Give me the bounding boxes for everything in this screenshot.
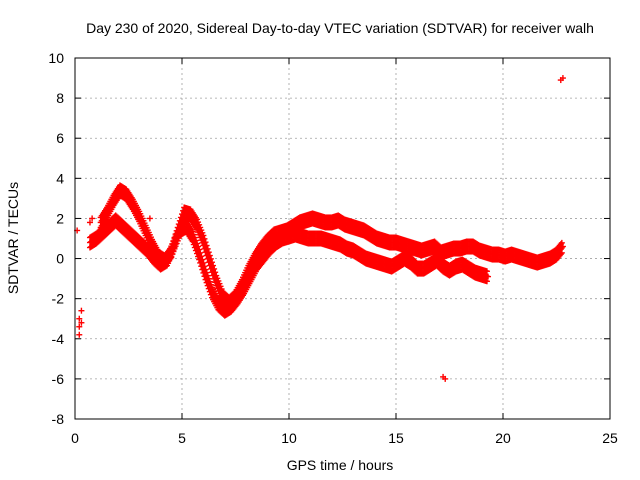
data-point-lower-branch <box>207 281 214 288</box>
y-tick-label: -4 <box>52 331 65 347</box>
data-point-outliers <box>146 215 153 222</box>
data-point-upper-branch <box>179 221 185 228</box>
x-tick-label: 15 <box>388 430 404 446</box>
data-point-lower-branch <box>200 259 207 266</box>
data-point-lower-branch <box>189 228 196 235</box>
y-tick-label: 2 <box>56 210 64 226</box>
data-point-lower-branch <box>192 237 199 244</box>
x-tick-label: 20 <box>495 430 511 446</box>
y-tick-label: -2 <box>52 291 65 307</box>
data-point-lower-branch <box>190 231 197 238</box>
data-point-upper-branch <box>171 244 178 251</box>
data-point-upper-branch <box>168 254 175 261</box>
y-tick-label: -6 <box>52 371 65 387</box>
data-point-upper-branch <box>174 234 181 241</box>
data-point-upper-branch <box>200 232 207 239</box>
data-point-upper-branch <box>173 237 180 244</box>
x-axis-label: GPS time / hours <box>287 457 394 473</box>
data-point-upper-branch <box>204 245 211 252</box>
y-tick-label: 10 <box>48 50 64 66</box>
data-point-upper-branch <box>176 227 183 234</box>
y-tick-label: -8 <box>52 411 65 427</box>
data-point-upper-branch <box>202 239 209 246</box>
data-point-lower-branch <box>195 243 202 250</box>
data-point-upper-branch <box>177 224 184 231</box>
x-tick-label: 5 <box>178 430 186 446</box>
data-point-upper-branch <box>201 235 208 242</box>
y-tick-label: 0 <box>56 251 64 267</box>
data-point-upper-branch <box>172 241 179 248</box>
data-point-lower-branch <box>202 266 209 273</box>
y-axis-label: SDTVAR / TECUs <box>5 182 21 294</box>
data-point-upper-branch <box>170 247 177 254</box>
x-tick-label: 0 <box>71 430 79 446</box>
chart-title: Day 230 of 2020, Sidereal Day-to-day VTE… <box>86 20 594 36</box>
data-point-upper-branch <box>203 242 210 249</box>
data-point-lower-branch <box>205 275 212 282</box>
data-point-lower-branch <box>483 278 490 285</box>
y-tick-label: 4 <box>56 170 64 186</box>
data-point-lower-branch <box>191 234 198 241</box>
data-points <box>74 75 566 382</box>
data-point-lower-branch <box>485 273 492 280</box>
data-point-upper-branch <box>175 231 182 238</box>
data-point-outliers <box>78 307 85 314</box>
data-point-lower-branch <box>204 272 211 279</box>
x-tick-label: 10 <box>281 430 297 446</box>
x-tick-label: 25 <box>602 430 618 446</box>
data-point-lower-branch <box>199 256 206 263</box>
data-point-lower-branch <box>198 253 205 260</box>
data-point-lower-branch <box>201 263 208 270</box>
data-point-lower-branch <box>203 269 210 276</box>
data-point-lower-branch <box>197 249 204 256</box>
y-tick-label: 6 <box>56 130 64 146</box>
data-point-upper-branch <box>180 217 187 224</box>
data-point-lower-branch <box>483 268 490 275</box>
data-point-upper-branch <box>205 249 212 256</box>
data-point-lower-branch <box>206 278 213 285</box>
data-point-lower-branch <box>193 240 200 247</box>
data-point-upper-branch <box>169 251 176 258</box>
data-point-lower-branch <box>196 246 203 253</box>
y-tick-label: 8 <box>56 90 64 106</box>
data-point-outliers <box>76 331 83 338</box>
